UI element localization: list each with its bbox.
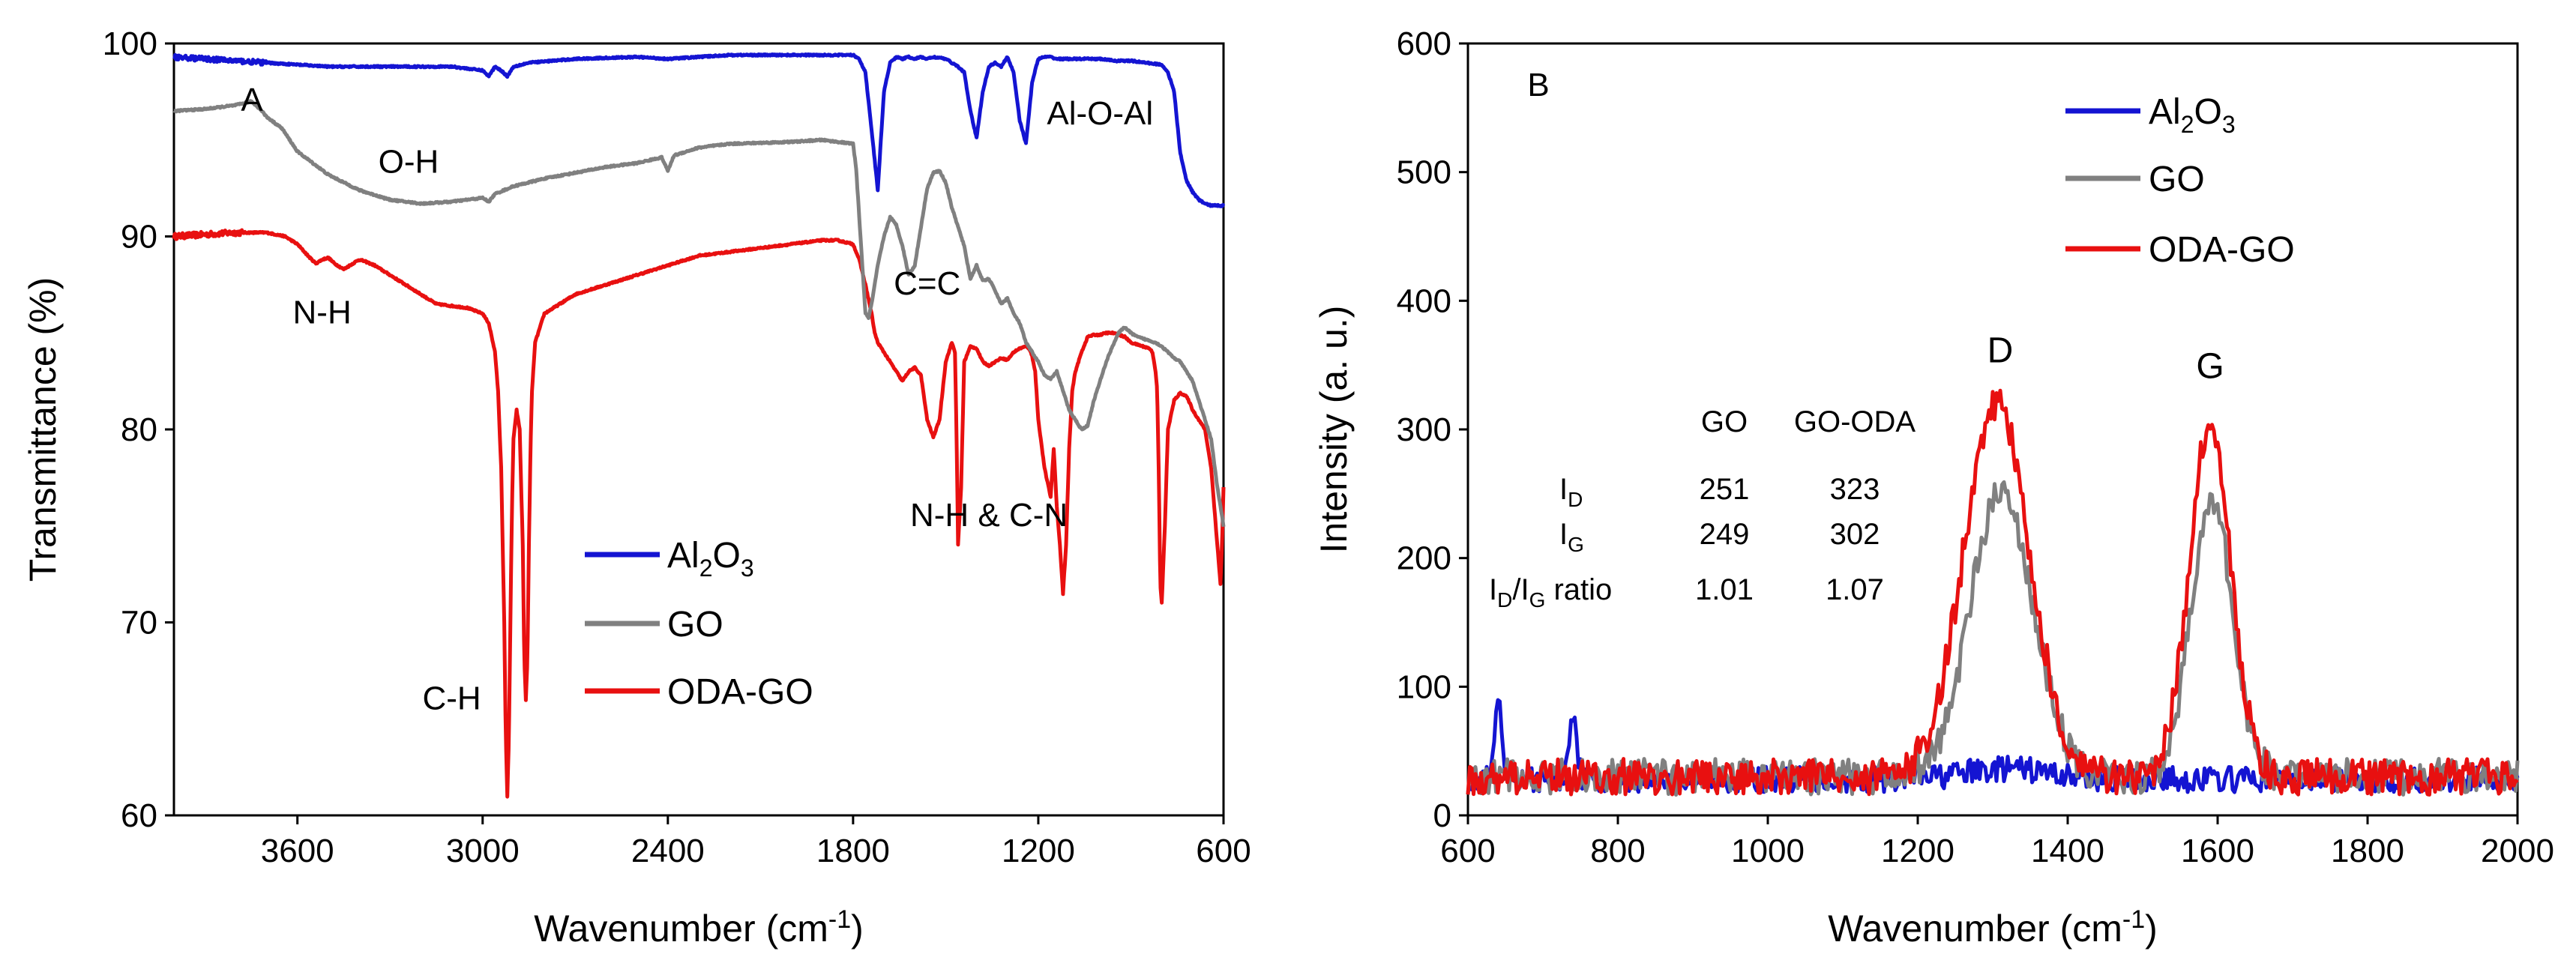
table-header-go-oda: GO-ODA (1794, 405, 1916, 438)
raman-x-ticks: 600 800 1000 1200 1400 1600 1800 2000 (1440, 815, 2554, 869)
ftir-annotation: O-H (379, 144, 439, 181)
raman-y-tick-label: 100 (1397, 668, 1451, 705)
legend-label-go: GO (667, 605, 723, 644)
ftir-y-tick-label: 80 (121, 411, 157, 448)
legend-label-al2o3: Al2O3 (667, 536, 754, 582)
legend-label-oda-go: ODA-GO (2149, 230, 2295, 270)
table-header-go: GO (1701, 405, 1748, 438)
ftir-x-tick-label: 1800 (816, 833, 890, 869)
raman-peak-label: G (2196, 346, 2224, 386)
raman-x-tick-label: 600 (1440, 833, 1495, 869)
ftir-legend-item-al2o3: Al2O3 (585, 536, 754, 582)
ftir-y-tick-label: 100 (103, 25, 157, 62)
raman-y-tick-label: 300 (1397, 411, 1451, 448)
ftir-y-tick-label: 70 (121, 605, 157, 642)
raman-x-tick-label: 1600 (2181, 833, 2254, 869)
table-cell-go-id: 251 (1700, 473, 1750, 506)
ftir-series-line-al2o3 (172, 52, 1226, 208)
ftir-y-tick-label: 90 (121, 219, 157, 256)
table-cell-go-ig: 249 (1700, 518, 1750, 551)
legend-label-oda-go: ODA-GO (667, 672, 813, 712)
ftir-annotation: Al-O-Al (1047, 95, 1153, 132)
raman-plot-area (1466, 42, 2519, 817)
ftir-annotation: N-H & C-N (910, 497, 1068, 534)
ftir-plot-area (172, 42, 1225, 817)
raman-x-axis-title: Wavenumber (cm-1) (1828, 905, 2158, 950)
table-cell-goda-id: 323 (1830, 473, 1880, 506)
raman-legend-item-go: GO (2065, 160, 2205, 199)
table-row-label-id: ID (1559, 473, 1583, 511)
table-row-label-ig: IG (1559, 518, 1584, 556)
raman-x-tick-label: 800 (1590, 833, 1645, 869)
raman-ratio-table: GO GO-ODA ID 251 323 IG 249 302 ID/IG ra… (1489, 405, 1916, 612)
ftir-annotations: O-H N-H C-H C=C Al-O-Al N-H & C-N (293, 95, 1154, 716)
raman-y-tick-label: 600 (1397, 25, 1451, 62)
raman-y-tick-label: 400 (1397, 283, 1451, 319)
raman-y-tick-label: 200 (1397, 540, 1451, 577)
raman-x-tick-label: 1200 (1881, 833, 1954, 869)
ftir-series-line-oda-go (172, 228, 1226, 799)
ftir-x-tick-label: 3000 (446, 833, 520, 869)
ftir-x-tick-label: 3600 (261, 833, 334, 869)
raman-y-axis-title: Intensity (a. u.) (1313, 306, 1355, 554)
raman-legend: Al2O3 GO ODA-GO (2065, 92, 2295, 270)
table-cell-go-ratio: 1.01 (1695, 573, 1754, 606)
raman-panel-label: B (1527, 67, 1549, 103)
ftir-x-tick-label: 600 (1196, 833, 1251, 869)
ftir-legend-item-oda-go: ODA-GO (585, 672, 813, 712)
raman-legend-item-al2o3: Al2O3 (2065, 92, 2236, 138)
raman-peak-label: D (1987, 331, 2014, 371)
table-cell-goda-ratio: 1.07 (1826, 573, 1884, 606)
ftir-legend: Al2O3 GO ODA-GO (585, 536, 813, 712)
ftir-annotation: C-H (422, 680, 481, 716)
ftir-y-axis-title: Transmittance (%) (22, 277, 64, 582)
raman-y-tick-label: 500 (1397, 154, 1451, 191)
ftir-annotation: C=C (894, 265, 960, 302)
legend-label-go: GO (2149, 160, 2205, 199)
table-cell-goda-ig: 302 (1830, 518, 1880, 551)
raman-legend-item-oda-go: ODA-GO (2065, 230, 2295, 270)
ftir-y-tick-label: 60 (121, 797, 157, 834)
ftir-series (172, 52, 1226, 799)
raman-series (1466, 388, 2520, 797)
ftir-y-ticks: 60 70 80 90 100 (103, 25, 174, 834)
ftir-x-tick-label: 2400 (631, 833, 705, 869)
ftir-panel-label: A (241, 82, 263, 118)
raman-y-ticks: 0 100 200 300 400 500 600 (1397, 25, 1468, 834)
raman-x-tick-label: 1000 (1731, 833, 1805, 869)
ftir-annotation: N-H (293, 294, 352, 330)
ftir-chart: 60 70 80 90 100 3600 3000 2400 1800 1200 600 A O-… (22, 25, 1251, 950)
table-row-label-ratio: ID/IG ratio (1489, 573, 1612, 612)
ftir-legend-item-go: GO (585, 605, 723, 644)
legend-label-al2o3: Al2O3 (2149, 92, 2236, 138)
raman-x-tick-label: 1400 (2031, 833, 2104, 869)
raman-series-line-oda-go (1466, 388, 2519, 797)
raman-x-tick-label: 2000 (2481, 833, 2554, 869)
ftir-series-line-go (172, 99, 1226, 528)
ftir-x-tick-label: 1200 (1002, 833, 1075, 869)
raman-chart: 0 100 200 300 400 500 600 600 800 1000 1200 1400 16… (1313, 25, 2554, 950)
raman-x-tick-label: 1800 (2331, 833, 2404, 869)
ftir-x-ticks: 3600 3000 2400 1800 1200 600 (261, 815, 1251, 869)
raman-y-tick-label: 0 (1433, 797, 1451, 834)
ftir-x-axis-title: Wavenumber (cm-1) (534, 905, 864, 950)
